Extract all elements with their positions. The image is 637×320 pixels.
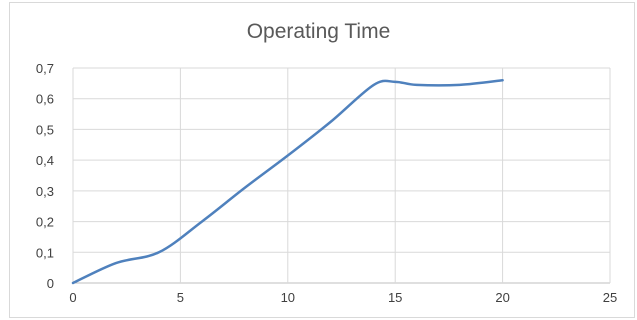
- x-tick-label: 20: [495, 290, 509, 305]
- y-tick-label: 0,3: [36, 184, 54, 199]
- y-tick-label: 0,2: [36, 215, 54, 230]
- y-tick-label: 0,7: [36, 61, 54, 76]
- x-tick-label: 0: [69, 290, 76, 305]
- y-tick-label: 0,5: [36, 122, 54, 137]
- y-tick-label: 0,6: [36, 92, 54, 107]
- x-tick-label: 25: [603, 290, 617, 305]
- chart-title: Operating Time: [246, 20, 391, 43]
- y-tick-label: 0,1: [36, 245, 54, 260]
- y-tick-label: 0,4: [36, 153, 54, 168]
- x-tick-label: 5: [177, 290, 184, 305]
- x-tick-label: 10: [281, 290, 295, 305]
- series-line: [71, 79, 504, 285]
- x-tick-label: 15: [388, 290, 402, 305]
- y-tick-label: 0: [47, 276, 54, 291]
